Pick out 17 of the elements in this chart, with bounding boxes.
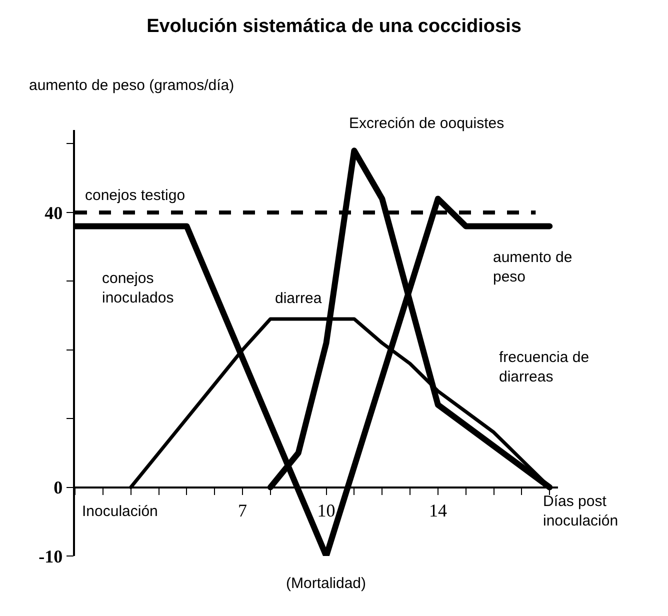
text: (Mortalidad) <box>286 575 366 592</box>
ref-line-label: conejos testigo <box>85 187 186 204</box>
y-tick-label: -10 <box>38 546 63 566</box>
x-axis-title: Días post inoculación <box>543 493 618 530</box>
annotation: Excreción de ooquistes <box>349 115 504 132</box>
y-axis-title: aumento de peso (gramos/día) <box>29 77 234 94</box>
x-tick-label: 14 <box>428 500 447 521</box>
x-tick-label: 10 <box>317 500 336 521</box>
annotation: Inoculación <box>82 503 158 520</box>
y-tick-label: 0 <box>54 478 63 498</box>
annotation: diarrea <box>275 290 322 307</box>
chart-title: Evolución sistemática de una coccidiosis <box>146 16 522 37</box>
x-tick-label: 7 <box>238 500 248 521</box>
annotation: aumento de peso <box>493 249 572 286</box>
annotation: frecuencia de diarreas <box>499 349 590 386</box>
y-tick-label: 40 <box>44 202 63 223</box>
annotation: conejos inoculados <box>102 270 174 306</box>
